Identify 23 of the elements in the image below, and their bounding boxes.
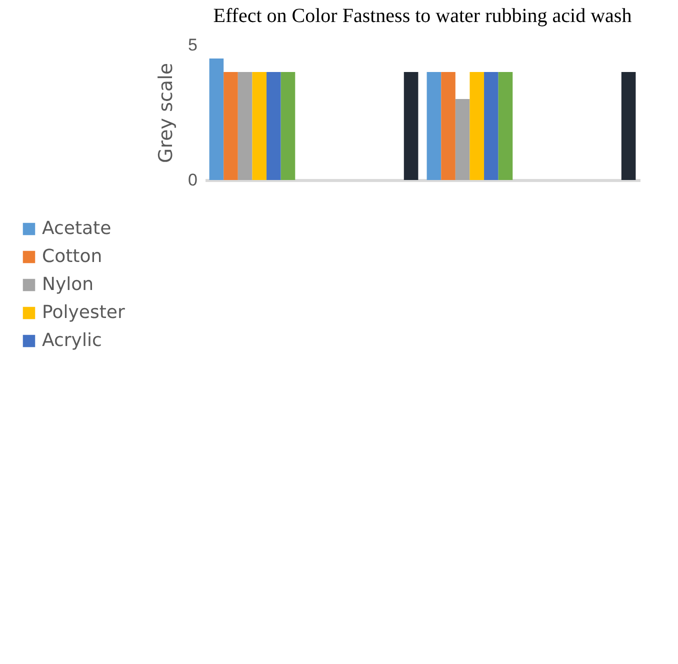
y-tick-label: 5	[188, 36, 198, 54]
legend-label: Nylon	[42, 274, 94, 295]
bar	[209, 58, 224, 180]
legend-label: Polyester	[42, 302, 126, 323]
legend-label: Cotton	[42, 246, 102, 267]
y-tick-label: 0	[188, 170, 198, 190]
bar	[224, 72, 238, 180]
bar	[266, 72, 281, 180]
bar	[455, 99, 470, 180]
bar	[470, 72, 484, 180]
bar	[404, 72, 418, 180]
bar	[498, 72, 513, 180]
bar	[426, 72, 442, 180]
y-axis-title: Grey scale	[155, 62, 178, 164]
bar	[252, 72, 267, 180]
chart-title: Effect on Color Fastness to water rubbing acid wash	[213, 5, 632, 27]
legend-label: Acetate	[42, 218, 112, 239]
bar	[238, 72, 252, 180]
legend-label: Acrylic	[42, 330, 102, 351]
bar	[280, 72, 296, 180]
bar	[484, 72, 498, 180]
bar	[621, 72, 636, 180]
bar	[441, 72, 456, 180]
